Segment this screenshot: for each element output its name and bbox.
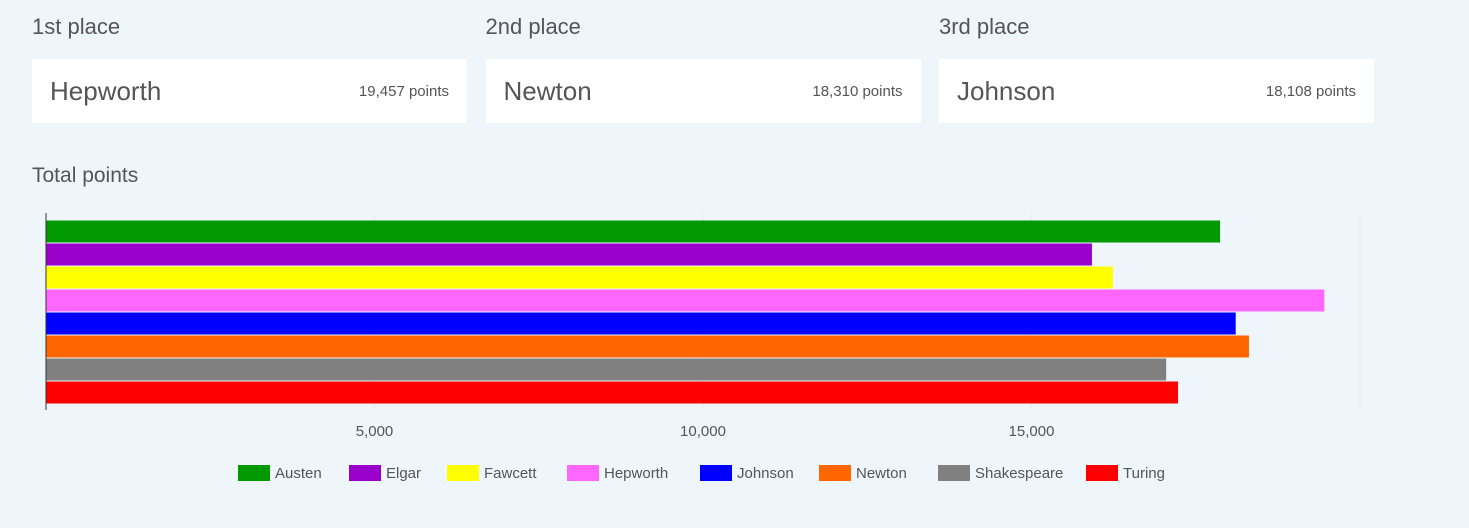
legend-label: Austen — [275, 465, 322, 482]
place-label: 1st place — [32, 14, 121, 39]
legend-swatch — [447, 465, 479, 481]
x-tick-label: 5,000 — [356, 423, 394, 440]
x-tick-label: 15,000 — [1009, 423, 1055, 440]
legend-swatch — [700, 465, 732, 481]
bar — [46, 289, 1325, 312]
legend-swatch — [819, 465, 851, 481]
legend-label: Turing — [1123, 465, 1165, 482]
team-points: 18,310 points — [812, 83, 903, 100]
legend-swatch — [1086, 465, 1118, 481]
legend-label: Shakespeare — [975, 465, 1063, 482]
team-name: Hepworth — [50, 76, 162, 106]
podium-card: Johnson 18,108 points — [939, 59, 1374, 123]
team-name: Johnson — [957, 76, 1056, 106]
legend-label: Hepworth — [604, 465, 668, 482]
chart-title: Total points — [32, 164, 139, 187]
team-name: Newton — [503, 76, 592, 106]
bar — [46, 335, 1249, 358]
legend-label: Fawcett — [484, 465, 537, 482]
podium-card: Hepworth 19,457 points — [32, 59, 467, 123]
bar — [46, 312, 1236, 335]
bar — [46, 266, 1113, 289]
legend-label: Elgar — [386, 465, 421, 482]
place-label: 3rd place — [939, 14, 1030, 39]
legend-swatch — [567, 465, 599, 481]
legend-swatch — [238, 465, 270, 481]
place-label: 2nd place — [485, 14, 581, 39]
bar — [46, 381, 1179, 404]
podium-card: Newton 18,310 points — [485, 59, 921, 123]
team-points: 19,457 points — [358, 83, 449, 100]
bar — [46, 358, 1167, 381]
bar — [46, 220, 1221, 243]
legend-swatch — [349, 465, 381, 481]
x-tick-label: 10,000 — [680, 423, 726, 440]
legend-swatch — [938, 465, 970, 481]
legend-label: Newton — [856, 465, 907, 482]
team-points: 18,108 points — [1265, 83, 1356, 100]
bar — [46, 243, 1092, 266]
legend-label: Johnson — [737, 465, 794, 482]
